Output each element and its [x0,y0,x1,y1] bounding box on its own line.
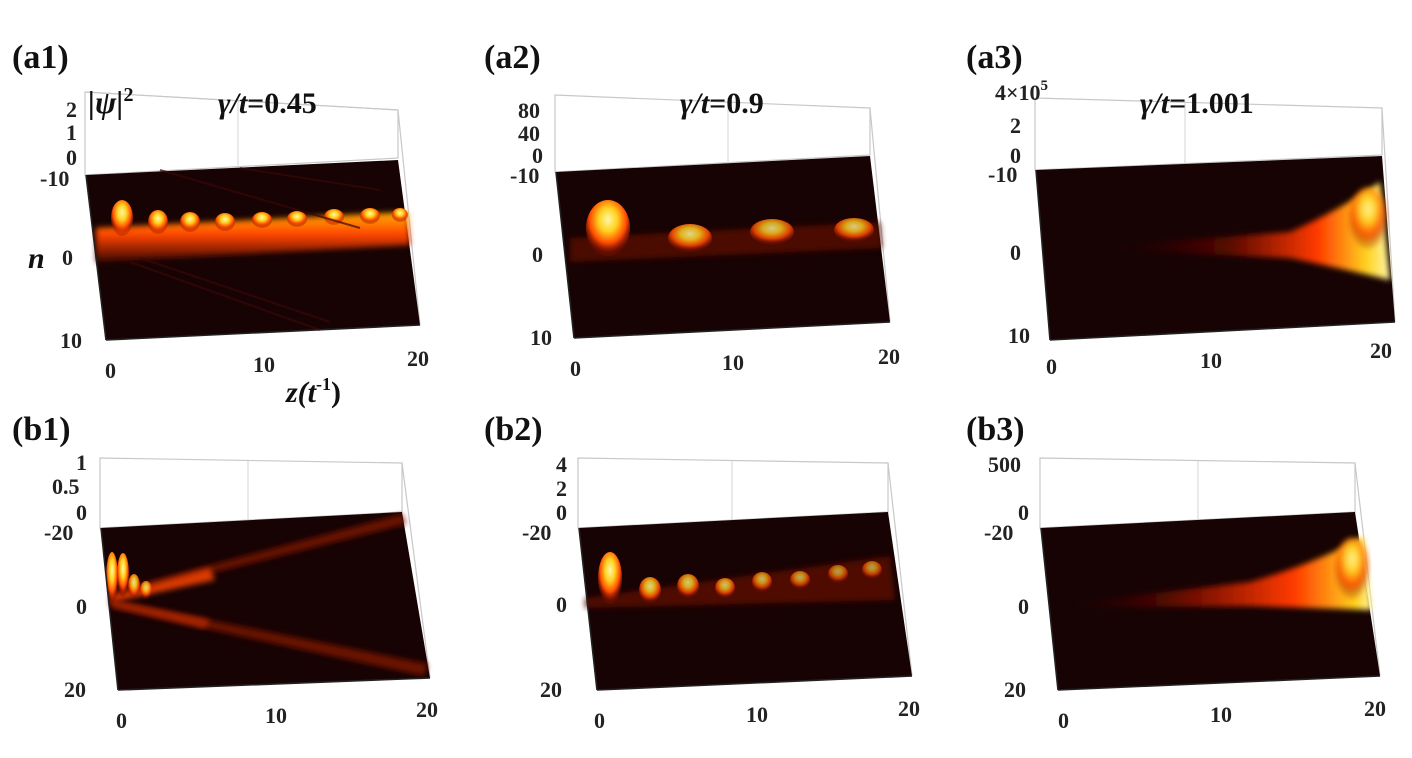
n-tick-b2-0: -20 [522,520,551,545]
x-tick-a1-0: 0 [105,358,116,383]
x-tick-b1-0: 0 [116,708,127,733]
panel-a1: (a1) 2 1 0 |ψ|2 γ/t=0.45 -10 n 0 [12,39,429,409]
n-tick-b1-1: 0 [76,594,87,619]
panel-label-b3: (b3) [966,411,1025,448]
x-tick-a2-1: 10 [722,350,744,375]
n-tick-b3-0: -20 [984,520,1013,545]
gamma-a2: γ/t=0.9 [680,87,764,120]
ridge-b3 [1060,536,1372,610]
panel-label-a3: (a3) [966,39,1023,76]
x-tick-a2-2: 20 [878,344,900,369]
n-tick-a1-1: 0 [62,245,73,270]
x-tick-b3-1: 10 [1210,702,1232,727]
n-tick-a3-0: -10 [988,162,1017,187]
cone-b1 [110,514,428,676]
panel-a3: (a3) 4×105 2 0 γ/t=1.001 -10 0 10 0 10 2… [966,39,1396,379]
n-tick-a2-0: -10 [510,163,539,188]
gamma-a1: γ/t=0.45 [218,87,317,120]
z-tick-b2-0: 4 [556,452,567,477]
z-tick-a3-0: 2 [1010,113,1021,138]
x-tick-a1-2: 20 [407,346,429,371]
n-tick-b2-1: 0 [556,592,567,617]
panel-a2: (a2) 80 40 0 γ/t=0.9 -10 0 10 0 10 20 [484,39,900,381]
n-tick-b2-2: 20 [540,677,562,702]
n-tick-a3-1: 0 [1010,240,1021,265]
n-tick-a1-2: 10 [60,328,82,353]
x-tick-b2-0: 0 [594,708,605,733]
gamma-a3: γ/t=1.001 [1140,87,1254,120]
panel-label-a1: (a1) [12,39,69,76]
panel-label-b1: (b1) [12,411,71,448]
z-tick-a1-1: 1 [66,120,77,145]
x-tick-b1-1: 10 [265,703,287,728]
z-tick-b1-2: 0 [76,500,87,525]
z-tick-b2-2: 0 [556,500,567,525]
x-tick-a3-2: 20 [1370,338,1392,363]
n-tick-a2-1: 0 [532,242,543,267]
z-tick-a2-0: 80 [518,98,540,123]
x-tick-b2-1: 10 [746,702,768,727]
x-tick-b1-2: 20 [416,697,438,722]
ridge-a3 [1100,182,1390,280]
panel-b3: (b3) 500 0 -20 0 20 0 10 20 [966,411,1386,733]
n-tick-b3-2: 20 [1004,677,1026,702]
x-tick-b3-2: 20 [1364,696,1386,721]
n-tick-a1-0: -10 [40,166,69,191]
z-tick-a1-2: 0 [66,145,77,170]
z-tick-a3-1: 0 [1010,143,1021,168]
n-tick-b1-0: -20 [44,520,73,545]
x-tick-b2-2: 20 [898,696,920,721]
z-tick-b2-1: 2 [556,476,567,501]
peaks-b2 [598,552,882,604]
z-tick-a2-2: 0 [532,143,543,168]
n-tick-a3-2: 10 [1008,323,1030,348]
z-tick-a1-0: 2 [66,97,77,122]
x-tick-a2-0: 0 [570,356,581,381]
panel-b2: (b2) 4 2 0 -20 0 20 0 10 20 [484,411,920,733]
n-tick-b1-2: 20 [64,677,86,702]
peaks-a2 [586,200,874,256]
z-tick-b3-0: 500 [988,452,1021,477]
x-tick-a3-0: 0 [1046,354,1057,379]
x-tick-a1-1: 10 [253,352,275,377]
z-tick-a2-1: 40 [518,121,540,146]
ylabel-a1: n [28,242,45,275]
panel-label-a2: (a2) [484,39,541,76]
surface-b1 [101,512,430,690]
n-tick-a2-2: 10 [530,325,552,350]
z-multiplier-a3: 4×105 [995,78,1048,105]
x-tick-a3-1: 10 [1200,348,1222,373]
panel-b1: (b1) 1 0.5 0 -20 0 20 0 10 20 [12,411,438,733]
x-tick-b3-0: 0 [1058,708,1069,733]
n-tick-b3-1: 0 [1018,594,1029,619]
xlabel-a1: z(t-1) [285,374,341,409]
z-tick-b1-1: 0.5 [52,474,80,499]
peaks-b1 [106,552,152,604]
z-tick-b1-0: 1 [76,450,87,475]
z-tick-b3-1: 0 [1018,500,1029,525]
panel-label-b2: (b2) [484,411,543,448]
zlabel-a1: |ψ|2 [88,84,133,120]
